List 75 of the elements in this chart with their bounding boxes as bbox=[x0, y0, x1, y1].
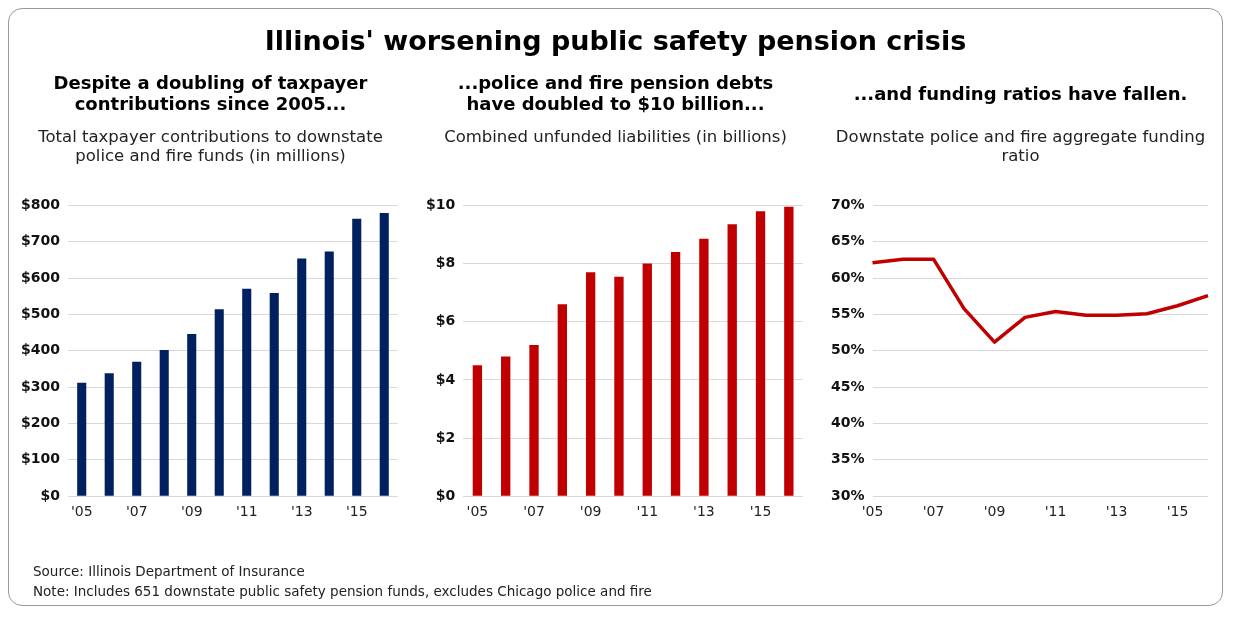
y-tick-label: $0 bbox=[40, 486, 61, 503]
y-tick-label: $2 bbox=[435, 428, 456, 445]
bar bbox=[104, 373, 114, 496]
y-tick-label: 50% bbox=[830, 341, 865, 358]
x-tick-label: '07 bbox=[125, 503, 148, 520]
bar bbox=[529, 344, 539, 496]
bar bbox=[472, 365, 483, 496]
x-tick-label: '13 bbox=[1105, 503, 1128, 520]
x-tick-label: '05 bbox=[466, 503, 489, 520]
y-tick-label: $400 bbox=[21, 341, 61, 358]
x-tick-label: '13 bbox=[693, 503, 715, 520]
x-tick-label: '15 bbox=[1166, 503, 1189, 520]
y-tick-label: $10 bbox=[425, 196, 456, 213]
x-tick-label: '13 bbox=[290, 503, 313, 520]
chart-title: ...police and fire pension debts have doubled to $10 billion... bbox=[456, 71, 775, 116]
bar bbox=[727, 224, 737, 496]
y-tick-label: $600 bbox=[21, 268, 61, 285]
y-tick-label: 45% bbox=[830, 377, 865, 394]
y-tick-label: 55% bbox=[830, 305, 865, 322]
source-note: Source: Illinois Department of Insurance bbox=[33, 562, 306, 581]
y-tick-label: $8 bbox=[435, 254, 456, 271]
text: Illinois' worsening public safety pension crisis bbox=[263, 25, 968, 58]
y-tick-label: $6 bbox=[435, 312, 456, 329]
y-tick-label: $4 bbox=[435, 370, 456, 387]
x-tick-label: '11 bbox=[235, 503, 258, 520]
chart-subtitle: Combined unfunded liabilities (in billions) bbox=[443, 127, 788, 148]
bar bbox=[159, 350, 169, 496]
y-tick-label: $100 bbox=[21, 450, 61, 467]
x-tick-label: '09 bbox=[983, 503, 1006, 520]
bar bbox=[187, 334, 197, 496]
y-tick-label: $700 bbox=[21, 232, 61, 249]
x-tick-label: '07 bbox=[523, 503, 545, 520]
bar bbox=[352, 218, 362, 496]
bar bbox=[379, 213, 389, 496]
chart-subtitle: Total taxpayer contributions to downstate police and fire funds (in millions) bbox=[37, 127, 384, 167]
chart-title: Despite a doubling of taxpayer contributions since 2005... bbox=[52, 71, 369, 116]
bar bbox=[77, 382, 87, 496]
bar bbox=[585, 272, 596, 496]
y-tick-label: $300 bbox=[21, 377, 61, 394]
bar bbox=[501, 356, 511, 496]
x-tick-label: '11 bbox=[636, 503, 659, 520]
x-tick-label: '07 bbox=[922, 503, 945, 520]
bar bbox=[324, 251, 334, 496]
chart-title: ...and funding ratios have fallen. bbox=[852, 81, 1189, 106]
bar bbox=[784, 206, 794, 496]
bar bbox=[214, 309, 224, 496]
y-tick-label: $0 bbox=[435, 486, 456, 503]
bar bbox=[699, 238, 709, 496]
chart-subtitle: Downstate police and fire aggregate funding ratio bbox=[834, 127, 1207, 167]
y-tick-label: $500 bbox=[21, 305, 61, 322]
bar bbox=[297, 258, 307, 496]
y-tick-label: 60% bbox=[830, 268, 865, 285]
text: Note: Includes 651 downstate public safety pension funds, excludes Chicago police and fire bbox=[33, 582, 652, 601]
bar bbox=[755, 211, 766, 496]
y-tick-label: $200 bbox=[21, 414, 61, 431]
x-tick-label: '15 bbox=[345, 503, 368, 520]
x-tick-label: '05 bbox=[861, 503, 884, 520]
x-tick-label: '05 bbox=[70, 503, 93, 520]
x-tick-label: '09 bbox=[180, 503, 203, 520]
y-tick-label: 30% bbox=[830, 486, 865, 503]
x-tick-label: '09 bbox=[579, 503, 602, 520]
x-tick-label: '11 bbox=[1044, 503, 1067, 520]
y-tick-label: $800 bbox=[21, 196, 61, 213]
bar bbox=[670, 251, 681, 496]
y-tick-label: 65% bbox=[830, 232, 865, 249]
bar bbox=[614, 276, 624, 496]
x-tick-label: '15 bbox=[749, 503, 772, 520]
bar bbox=[132, 361, 142, 496]
bar bbox=[269, 293, 279, 496]
y-tick-label: 40% bbox=[830, 414, 865, 431]
y-tick-label: 35% bbox=[830, 450, 865, 467]
bar bbox=[242, 288, 252, 496]
y-tick-label: 70% bbox=[830, 196, 865, 213]
bar bbox=[642, 263, 652, 496]
bar bbox=[557, 304, 567, 496]
